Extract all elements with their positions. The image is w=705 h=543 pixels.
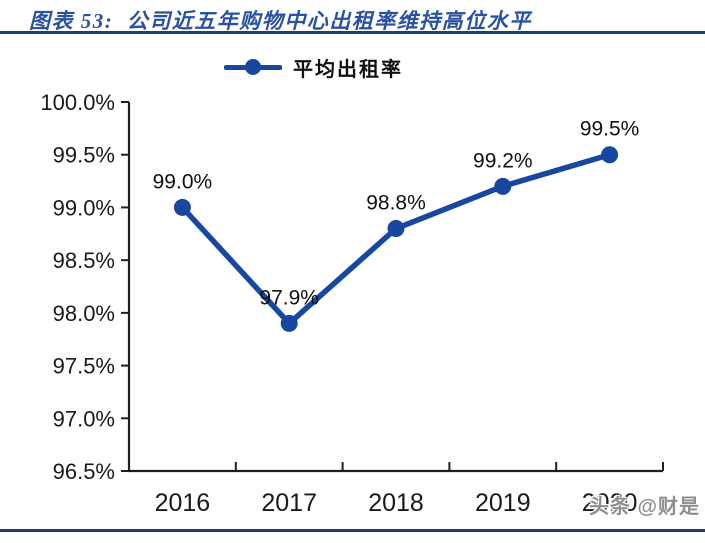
y-axis-tick-label: 96.5%: [53, 459, 115, 484]
bottom-divider: [0, 529, 705, 532]
data-point-label: 99.2%: [473, 149, 533, 172]
data-point-label: 98.8%: [366, 192, 426, 215]
data-point: [280, 314, 298, 332]
y-axis-tick-label: 97.5%: [53, 354, 115, 379]
watermark: 头条 @财是: [588, 496, 700, 518]
axis-lines: [127, 102, 663, 473]
data-point-label: 99.0%: [153, 170, 213, 193]
y-axis-tick-label: 99.5%: [53, 143, 115, 168]
data-point: [601, 146, 619, 164]
y-axis-tick-label: 99.0%: [53, 195, 115, 220]
data-point: [173, 198, 191, 216]
data-point-label: 97.9%: [259, 286, 319, 309]
x-axis-tick-label: 2016: [155, 489, 211, 517]
x-axis-tick-label: 2020: [582, 489, 638, 517]
chart-legend: 平均出租率: [224, 53, 403, 81]
y-axis-tick-label: 100.0%: [40, 90, 115, 115]
x-axis-tick-label: 2017: [261, 489, 317, 517]
data-point: [387, 220, 405, 238]
data-point: [494, 177, 512, 195]
x-axis-tick-label: 2018: [368, 489, 424, 517]
series-line: [179, 151, 613, 327]
legend-label: 平均出租率: [293, 58, 403, 81]
line-chart: 96.5% 97.0% 97.5% 98.0% 98.5% 99.0% 99.5% 100.0…: [40, 90, 664, 517]
legend-dot-icon: [245, 59, 261, 75]
legend-line-marker-icon: [224, 59, 282, 75]
figure-title: 图表 53: 公司近五年购物中心出租率维持高位水平: [29, 9, 532, 33]
data-point-label: 99.5%: [580, 118, 640, 141]
top-divider: [0, 31, 705, 34]
y-axis-tick-label: 97.0%: [53, 406, 115, 431]
y-axis-tick-label: 98.0%: [53, 301, 115, 326]
y-axis-tick-label: 98.5%: [53, 248, 115, 273]
x-axis-tick-label: 2019: [475, 489, 531, 517]
